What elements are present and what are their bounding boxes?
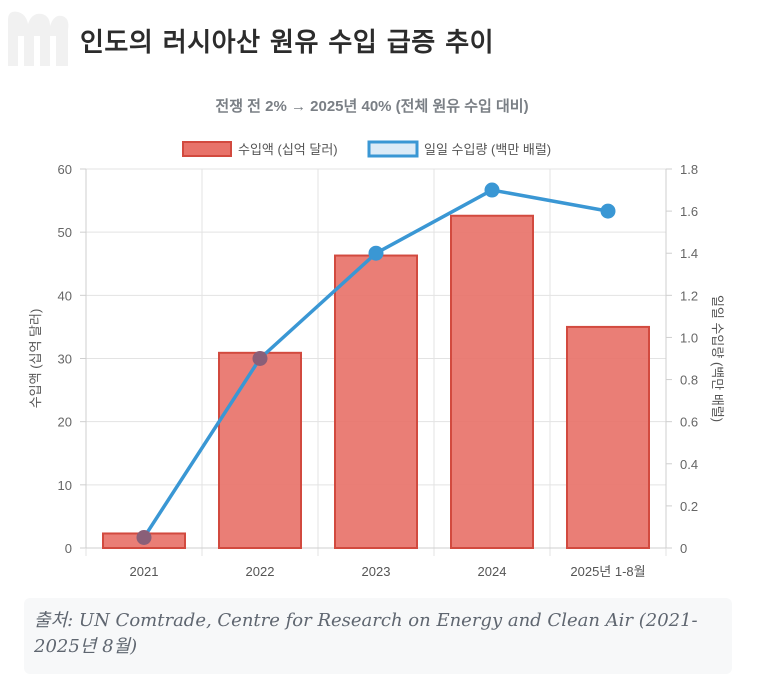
y-left-tick-label: 10 <box>58 478 72 493</box>
x-tick-label: 2024 <box>478 564 507 579</box>
legend-swatch-line <box>367 140 419 158</box>
chart-subtitle: 전쟁 전 2% → 2025년 40% (전체 원유 수입 대비) <box>215 98 528 115</box>
x-tick-label: 2022 <box>246 564 275 579</box>
chart-svg: 전쟁 전 2% → 2025년 40% (전체 원유 수입 대비) 수입액 (십억… <box>28 98 725 579</box>
y-left-axis-title: 수입액 (십억 달러) <box>28 309 43 409</box>
line-point <box>368 245 384 261</box>
x-tick-label: 2023 <box>362 564 391 579</box>
x-tick-label: 2025년 1-8월 <box>570 564 645 579</box>
y-right-tick-label: 0.8 <box>680 373 698 388</box>
line-point <box>484 182 500 198</box>
source-box: 출처: UN Comtrade, Centre for Research on … <box>24 598 732 674</box>
legend-label-line: 일일 수입량 (백만 배럴) <box>424 142 551 157</box>
chart: 전쟁 전 2% → 2025년 40% (전체 원유 수입 대비) 수입액 (십억… <box>0 80 763 590</box>
y-right-tick-label: 0.2 <box>680 499 698 514</box>
y-left-tick-label: 0 <box>65 541 72 556</box>
y-right-tick-label: 1.0 <box>680 330 698 345</box>
y-left-tick-label: 50 <box>58 225 72 240</box>
source-note: 출처: UN Comtrade, Centre for Research on … <box>34 610 698 657</box>
line-point <box>600 203 616 219</box>
y-left-tick-label: 30 <box>58 352 72 367</box>
line-point <box>252 351 268 366</box>
legend-label-bar: 수입액 (십억 달러) <box>238 142 338 157</box>
y-right-tick-label: 0.6 <box>680 415 698 430</box>
bar <box>218 351 302 549</box>
bar <box>450 214 534 549</box>
y-right-tick-label: 0 <box>680 541 687 556</box>
y-right-tick-label: 1.8 <box>680 162 698 177</box>
bar <box>334 254 418 549</box>
y-left-tick-label: 60 <box>58 162 72 177</box>
y-right-tick-label: 0.4 <box>680 457 698 472</box>
y-right-tick-label: 1.6 <box>680 204 698 219</box>
y-right-axis-title: 일일 수입량 (백만 배럴) <box>710 295 725 422</box>
y-left-tick-label: 40 <box>58 288 72 303</box>
y-right-tick-label: 1.2 <box>680 288 698 303</box>
logo-icon <box>4 6 72 70</box>
y-left-tick-label: 20 <box>58 415 72 430</box>
y-right-tick-label: 1.4 <box>680 246 698 261</box>
x-tick-label: 2021 <box>130 564 159 579</box>
page-title: 인도의 러시아산 원유 수입 급증 추이 <box>80 28 495 58</box>
bar <box>566 325 650 549</box>
line-point <box>136 529 152 545</box>
legend-swatch-bar <box>182 141 232 157</box>
